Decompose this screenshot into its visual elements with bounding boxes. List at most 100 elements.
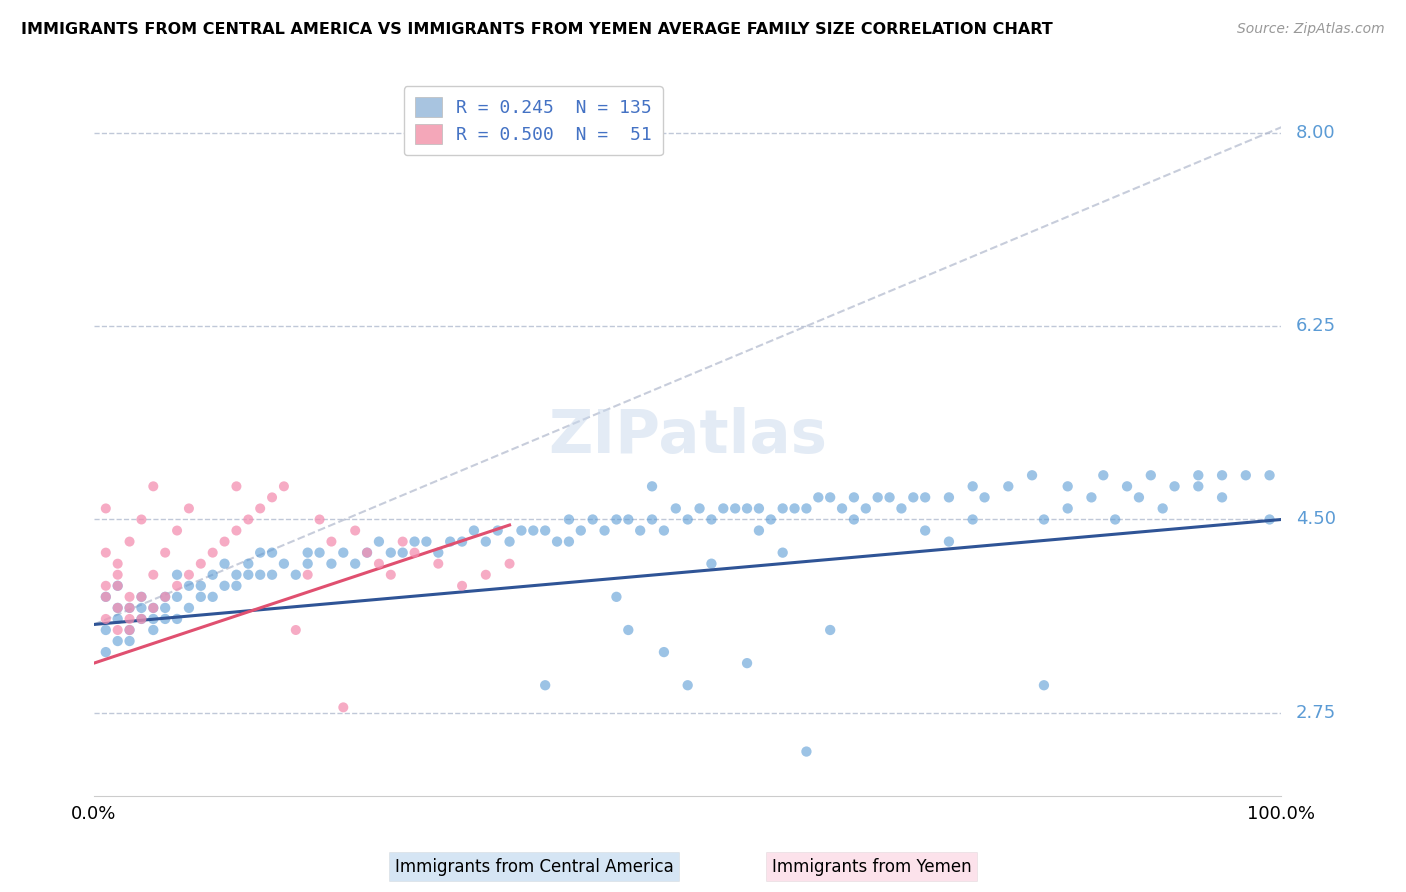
Point [404, 546, 426, 560]
Point [772, 501, 794, 516]
Point [190, 590, 212, 604]
Point [177, 579, 200, 593]
Point [783, 501, 806, 516]
Point [225, 579, 247, 593]
Point [153, 612, 176, 626]
Point [1152, 501, 1174, 516]
Point [962, 479, 984, 493]
Point [1139, 468, 1161, 483]
Point [842, 491, 865, 505]
Point [1021, 468, 1043, 483]
Point [1187, 479, 1209, 493]
Point [260, 567, 283, 582]
Point [486, 524, 509, 538]
Point [249, 567, 271, 582]
Point [700, 512, 723, 526]
Point [807, 491, 830, 505]
Point [249, 501, 271, 516]
Text: 6.25: 6.25 [1296, 317, 1336, 335]
Point [94, 590, 117, 604]
Point [1128, 491, 1150, 505]
Point [628, 524, 651, 538]
Point [404, 534, 426, 549]
Point [94, 612, 117, 626]
Point [131, 512, 153, 526]
Point [605, 512, 627, 526]
Point [153, 600, 176, 615]
Text: Immigrants from Central America: Immigrants from Central America [395, 858, 673, 876]
Point [190, 557, 212, 571]
Point [735, 501, 758, 516]
Point [153, 590, 176, 604]
Point [214, 534, 236, 549]
Point [1234, 468, 1257, 483]
Point [344, 557, 367, 571]
Point [427, 557, 450, 571]
Point [748, 524, 770, 538]
Point [652, 645, 675, 659]
Point [214, 557, 236, 571]
Point [238, 557, 260, 571]
Point [225, 479, 247, 493]
Point [177, 567, 200, 582]
Point [153, 590, 176, 604]
Point [107, 579, 129, 593]
Point [166, 524, 188, 538]
Point [510, 524, 533, 538]
Point [107, 579, 129, 593]
Point [1163, 479, 1185, 493]
Point [225, 567, 247, 582]
Point [201, 546, 224, 560]
Point [903, 491, 925, 505]
Point [1056, 501, 1078, 516]
Point [153, 546, 176, 560]
Point [973, 491, 995, 505]
Point [735, 656, 758, 670]
Point [107, 623, 129, 637]
Point [617, 623, 640, 637]
Point [142, 612, 165, 626]
Point [938, 491, 960, 505]
Point [94, 579, 117, 593]
Point [593, 524, 616, 538]
Point [676, 512, 699, 526]
Point [724, 501, 747, 516]
Point [1116, 479, 1139, 493]
Point [796, 745, 818, 759]
Point [498, 557, 520, 571]
Point [260, 546, 283, 560]
Point [308, 546, 330, 560]
Point [439, 534, 461, 549]
Text: IMMIGRANTS FROM CENTRAL AMERICA VS IMMIGRANTS FROM YEMEN AVERAGE FAMILY SIZE COR: IMMIGRANTS FROM CENTRAL AMERICA VS IMMIG… [21, 22, 1053, 37]
Point [546, 534, 568, 549]
Point [522, 524, 544, 538]
Point [796, 501, 818, 516]
Point [238, 567, 260, 582]
Point [107, 612, 129, 626]
Point [142, 623, 165, 637]
Point [391, 534, 413, 549]
Point [652, 524, 675, 538]
Point [284, 623, 307, 637]
Point [107, 557, 129, 571]
Point [451, 534, 474, 549]
Point [380, 546, 402, 560]
Point [142, 600, 165, 615]
Text: Immigrants from Yemen: Immigrants from Yemen [772, 858, 972, 876]
Point [131, 612, 153, 626]
Point [1258, 468, 1281, 483]
Point [1211, 468, 1233, 483]
Point [676, 678, 699, 692]
Point [772, 546, 794, 560]
Point [380, 567, 402, 582]
Point [249, 546, 271, 560]
Point [344, 524, 367, 538]
Point [118, 600, 141, 615]
Point [962, 512, 984, 526]
Point [214, 579, 236, 593]
Point [177, 600, 200, 615]
Point [260, 491, 283, 505]
Point [368, 534, 391, 549]
Point [201, 567, 224, 582]
Point [914, 491, 936, 505]
